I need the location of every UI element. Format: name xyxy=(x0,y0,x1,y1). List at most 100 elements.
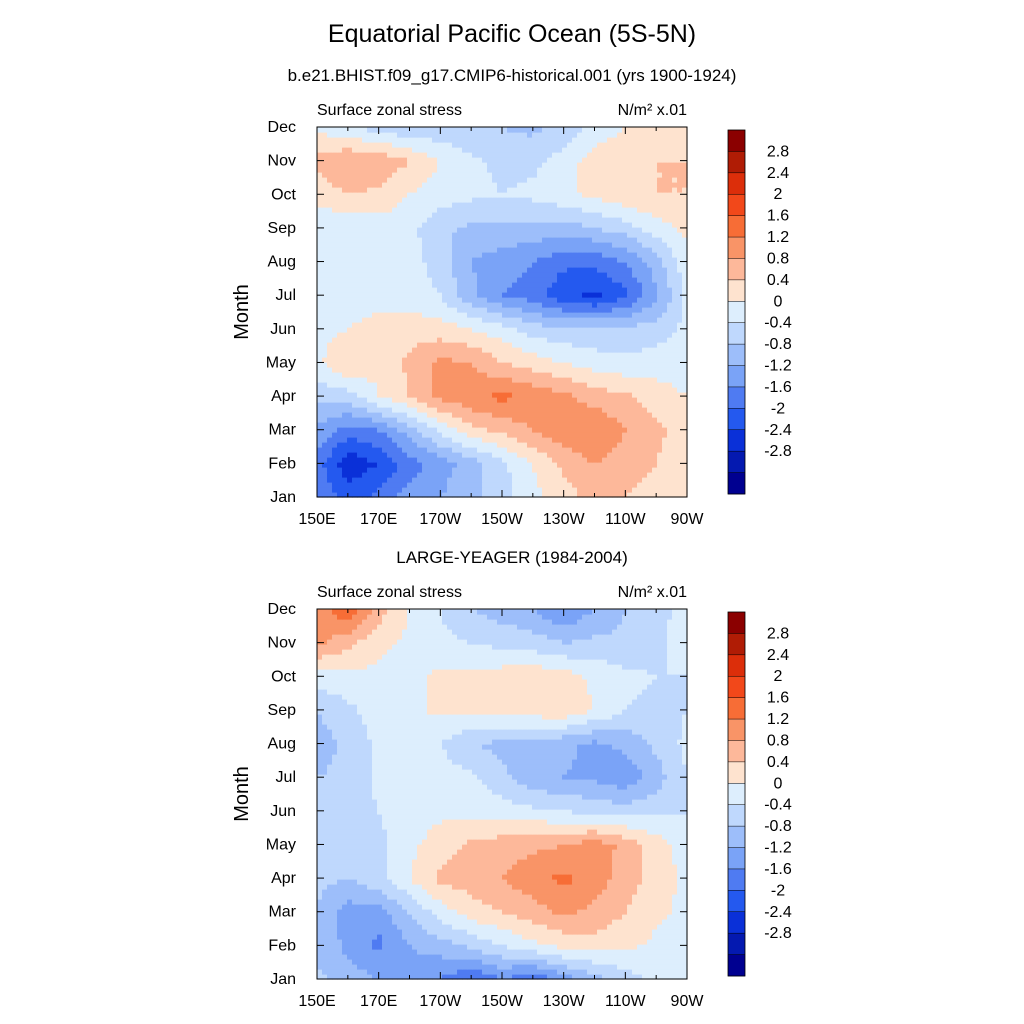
contour-cell xyxy=(502,442,508,448)
contour-cell xyxy=(412,442,418,448)
contour-cell xyxy=(512,347,518,353)
contour-cell xyxy=(532,302,538,308)
contour-cell xyxy=(377,342,383,348)
contour-cell xyxy=(407,327,413,333)
contour-cell xyxy=(412,187,418,193)
contour-cell xyxy=(477,297,483,303)
contour-cell xyxy=(577,307,583,313)
contour-cell xyxy=(682,462,688,468)
contour-cell xyxy=(547,282,553,288)
contour-cell xyxy=(532,172,538,178)
contour-cell xyxy=(377,437,383,443)
contour-cell xyxy=(357,487,363,493)
contour-cell xyxy=(477,417,483,423)
contour-cell xyxy=(627,287,633,293)
contour-cell xyxy=(332,392,338,398)
contour-cell xyxy=(612,242,618,248)
contour-cell xyxy=(442,307,448,313)
contour-cell xyxy=(602,337,608,343)
contour-cell xyxy=(577,197,583,203)
contour-cell xyxy=(357,292,363,298)
contour-cell xyxy=(377,307,383,313)
contour-cell xyxy=(332,217,338,223)
contour-cell xyxy=(467,202,473,208)
contour-cell xyxy=(317,307,323,313)
contour-cell xyxy=(397,192,403,198)
contour-cell xyxy=(592,422,598,428)
contour-cell xyxy=(407,207,413,213)
contour-cell xyxy=(507,487,513,493)
contour-cell xyxy=(482,452,488,458)
contour-cell xyxy=(637,272,643,278)
contour-cell xyxy=(542,207,548,213)
contour-cell xyxy=(602,412,608,418)
contour-cell xyxy=(472,472,478,478)
contour-cell xyxy=(347,267,353,273)
contour-cell xyxy=(682,477,688,483)
contour-cell xyxy=(432,222,438,228)
contour-cell xyxy=(602,237,608,243)
contour-cell xyxy=(597,307,603,313)
contour-cell xyxy=(622,322,628,328)
contour-cell xyxy=(502,252,508,258)
contour-cell xyxy=(382,297,388,303)
contour-cell xyxy=(557,247,563,253)
contour-cell xyxy=(322,177,328,183)
contour-cell xyxy=(612,452,618,458)
contour-cell xyxy=(582,432,588,438)
contour-cell xyxy=(682,312,688,318)
contour-cell xyxy=(642,172,648,178)
contour-cell xyxy=(412,367,418,373)
contour-cell xyxy=(567,207,573,213)
contour-cell xyxy=(627,417,633,423)
contour-cell xyxy=(627,187,633,193)
contour-cell xyxy=(367,457,373,463)
contour-cell xyxy=(397,467,403,473)
contour-cell xyxy=(577,477,583,483)
contour-cell xyxy=(522,272,528,278)
contour-cell xyxy=(357,252,363,258)
contour-cell xyxy=(457,462,463,468)
contour-cell xyxy=(522,357,528,363)
contour-cell xyxy=(492,427,498,433)
contour-cell xyxy=(577,237,583,243)
contour-cell xyxy=(547,302,553,308)
contour-cell xyxy=(482,327,488,333)
contour-cell xyxy=(602,492,608,498)
contour-cell xyxy=(352,292,358,298)
contour-cell xyxy=(352,342,358,348)
contour-cell xyxy=(572,342,578,348)
contour-cell xyxy=(547,297,553,303)
contour-cell xyxy=(667,332,673,338)
contour-cell xyxy=(557,487,563,493)
contour-cell xyxy=(582,182,588,188)
contour-cell xyxy=(402,222,408,228)
contour-cell xyxy=(642,457,648,463)
contour-cell xyxy=(417,222,423,228)
contour-cell xyxy=(487,412,493,418)
contour-cell xyxy=(527,422,533,428)
contour-cell xyxy=(567,467,573,473)
contour-cell xyxy=(452,167,458,173)
contour-cell xyxy=(622,472,628,478)
contour-cell xyxy=(412,372,418,378)
contour-cell xyxy=(467,167,473,173)
contour-cell xyxy=(417,227,423,233)
contour-cell xyxy=(627,202,633,208)
contour-cell xyxy=(462,382,468,388)
contour-cell xyxy=(392,372,398,378)
contour-cell xyxy=(497,362,503,368)
contour-cell xyxy=(372,157,378,163)
contour-cell xyxy=(667,212,673,218)
contour-cell xyxy=(532,187,538,193)
contour-cell xyxy=(537,207,543,213)
contour-cell xyxy=(647,312,653,318)
contour-cell xyxy=(357,442,363,448)
contour-cell xyxy=(382,467,388,473)
contour-cell xyxy=(477,317,483,323)
contour-cell xyxy=(402,302,408,308)
contour-cell xyxy=(602,347,608,353)
contour-cell xyxy=(452,442,458,448)
contour-cell xyxy=(547,362,553,368)
contour-cell xyxy=(552,252,558,258)
